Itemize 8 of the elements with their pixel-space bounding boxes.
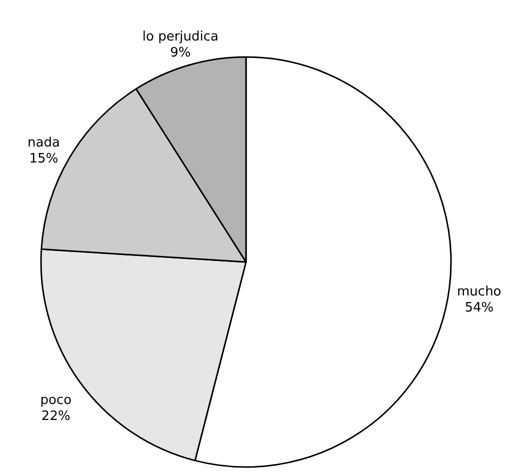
slice-label: nada: [28, 135, 60, 150]
slice-label: mucho: [457, 284, 502, 300]
data-label: 9%: [170, 45, 191, 60]
slice-label: lo perjudica: [142, 29, 218, 44]
data-label: 54%: [464, 300, 494, 316]
slice-label: poco: [40, 393, 72, 408]
data-label: 22%: [41, 409, 70, 424]
data-label: 15%: [29, 151, 58, 166]
